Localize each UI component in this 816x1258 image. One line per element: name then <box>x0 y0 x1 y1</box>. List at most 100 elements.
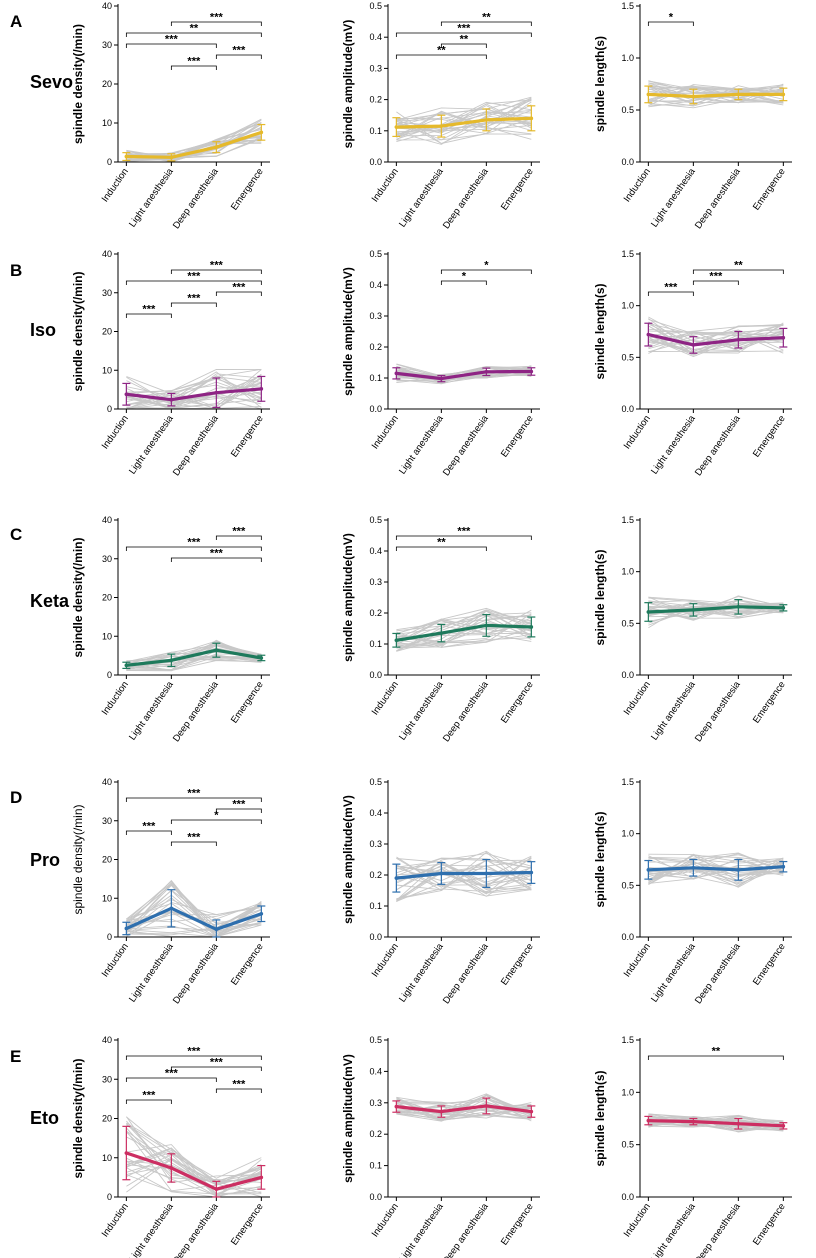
chart-C-amplitude-significance-label: ** <box>437 537 446 549</box>
chart-C-length-y-axis-label: spindle length(s) <box>593 549 607 645</box>
chart-E-density-x-tick-label: Emergence <box>229 1201 266 1247</box>
chart-B-density-significance-bracket <box>125 280 262 285</box>
chart-C-density-mean-point <box>259 656 264 660</box>
chart-E-amplitude-y-tick-label: 0.3 <box>369 1098 382 1108</box>
chart-A-density-mean-point <box>169 155 174 160</box>
chart-A-density-significance-label: *** <box>187 56 201 68</box>
panel-letter-c: C <box>10 525 22 544</box>
chart-C-amplitude-y-tick-label: 0.2 <box>369 608 382 618</box>
chart-A-density-significance-bracket <box>215 54 262 59</box>
chart-B-length-significance-bracket <box>692 280 739 285</box>
chart-B-density-x-tick-label: Light anesthesia <box>127 413 176 477</box>
chart-C-density-significance-label: *** <box>187 537 201 549</box>
chart-E-density-significance-bracket <box>125 1077 217 1082</box>
chart-C-length-mean-point <box>691 608 696 612</box>
chart-B-amplitude-significance-label: * <box>462 271 467 283</box>
chart-E-density-subject-line <box>126 1144 262 1195</box>
row-label-keta: Keta <box>30 591 70 611</box>
chart-D-density-x-tick-label: Deep anesthesia <box>171 941 221 1006</box>
chart-C-length-subject-line <box>648 600 784 629</box>
chart-D-amplitude-x-tick-label: Light anesthesia <box>397 941 446 1005</box>
chart-E-length-subject-line <box>648 1113 784 1131</box>
panel-letter-b: B <box>10 261 22 280</box>
chart-B-density-significance-label: *** <box>210 260 224 272</box>
chart-D-length-y-tick-label: 0.0 <box>621 932 634 942</box>
chart-A-amplitude-y-tick-label: 0.2 <box>369 95 382 105</box>
chart-B-length-y-tick-label: 1.5 <box>621 249 634 259</box>
chart-C-amplitude-y-axis-label: spindle amplitude(mV) <box>341 533 355 662</box>
chart-C-amplitude-x-tick-label: Induction <box>370 679 401 717</box>
chart-D-length-subject-line <box>648 862 784 888</box>
chart-C-density-x-tick-label: Induction <box>100 679 131 717</box>
chart-B-length-mean-point <box>736 337 741 342</box>
chart-A-amplitude-subject-line <box>396 133 532 141</box>
chart-D-amplitude-mean-line <box>394 870 533 880</box>
chart-C-amplitude-x-tick-label: Deep anesthesia <box>441 679 491 744</box>
chart-E-length-y-axis-label: spindle length(s) <box>593 1070 607 1166</box>
chart-D-amplitude-subject-line <box>396 851 532 891</box>
chart-D-amplitude-y-tick-label: 0.1 <box>369 901 382 911</box>
chart-D-density-significance-label: *** <box>187 832 201 844</box>
chart-C-density-x-tick-label: Light anesthesia <box>127 679 176 743</box>
chart-D-length-y-tick-label: 1.5 <box>621 777 634 787</box>
chart-E-amplitude-y-tick-label: 0.1 <box>369 1161 382 1171</box>
chart-A-length-mean-line <box>646 92 785 99</box>
chart-E-density-x-tick-label: Light anesthesia <box>127 1201 176 1258</box>
chart-D-length-y-tick-label: 1.0 <box>621 829 634 839</box>
chart-D-length-x-tick-label: Induction <box>622 941 653 979</box>
chart-D-length-subject-line <box>648 853 784 878</box>
chart-D-density-x-tick-label: Induction <box>100 941 131 979</box>
chart-C-density-y-tick-label: 40 <box>102 515 112 525</box>
chart-A-amplitude-mean-line <box>394 116 533 129</box>
chart-D-amplitude-x-tick-label: Emergence <box>499 941 536 987</box>
chart-A-density-y-tick-label: 0 <box>107 157 112 167</box>
chart-C-density-x-tick-label: Deep anesthesia <box>171 679 221 744</box>
chart-D-density-significance-label: *** <box>232 799 246 811</box>
chart-B-amplitude-y-tick-label: 0.2 <box>369 342 382 352</box>
chart-E-density-subject-line <box>126 1174 262 1195</box>
chart-A-length-mean-point <box>646 92 651 97</box>
chart-B-length-x-tick-label: Emergence <box>751 413 788 459</box>
chart-E-length-mean-point <box>781 1124 786 1128</box>
chart-D-amplitude-mean-point <box>529 870 534 875</box>
chart-A-density-y-tick-label: 40 <box>102 1 112 11</box>
chart-C-length-mean-point <box>646 610 651 614</box>
chart-C-length-y-tick-label: 0.0 <box>621 670 634 680</box>
chart-A-length-significance-bracket <box>647 21 694 26</box>
chart-B-length-subject-line <box>648 328 784 334</box>
chart-A-density-mean-point <box>214 145 219 149</box>
chart-E-length-x-tick-label: Light anesthesia <box>649 1201 698 1258</box>
chart-C-length-y-tick-label: 1.5 <box>621 515 634 525</box>
row-label-eto: Eto <box>30 1108 59 1128</box>
chart-D-density-y-tick-label: 0 <box>107 932 112 942</box>
chart-B-length-mean-line <box>646 333 785 347</box>
chart-D-density-mean-line <box>124 906 263 931</box>
chart-D-amplitude-subject-line <box>396 853 532 901</box>
chart-C-length-x-tick-label: Induction <box>622 679 653 717</box>
chart-E-density-mean-point <box>124 1151 129 1155</box>
chart-E-amplitude-y-tick-label: 0.0 <box>369 1192 382 1202</box>
chart-C-amplitude-y-tick-label: 0.4 <box>369 546 382 556</box>
chart-A-length-x-tick-label: Deep anesthesia <box>693 166 743 231</box>
chart-B-amplitude-significance-bracket <box>440 269 532 274</box>
chart-A-amplitude-significance-bracket <box>395 32 532 37</box>
chart-C-length-y-tick-label: 0.5 <box>621 618 634 628</box>
chart-B-length-significance-label: ** <box>734 260 743 272</box>
chart-B-amplitude-x-tick-label: Deep anesthesia <box>441 413 491 478</box>
chart-D-density-significance-bracket <box>170 841 217 846</box>
chart-D-length-x-tick-label: Emergence <box>751 941 788 987</box>
chart-D-amplitude-x-tick-label: Deep anesthesia <box>441 941 491 1006</box>
chart-A-amplitude-subject-line <box>396 118 532 144</box>
chart-D-density-subject-line <box>126 889 262 934</box>
chart-A-density-significance-bracket <box>125 32 262 37</box>
chart-E-density-y-tick-label: 30 <box>102 1074 112 1084</box>
chart-B-amplitude-y-tick-label: 0.1 <box>369 373 382 383</box>
chart-B-density-y-tick-label: 40 <box>102 249 112 259</box>
chart-E-density-significance-bracket <box>125 1055 262 1060</box>
chart-E-density-subject-line <box>126 1149 262 1198</box>
chart-A-amplitude-y-tick-label: 0.3 <box>369 63 382 73</box>
